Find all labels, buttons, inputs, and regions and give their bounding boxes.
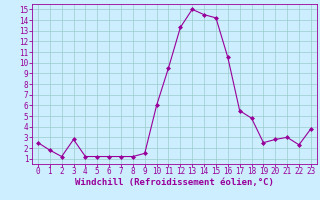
X-axis label: Windchill (Refroidissement éolien,°C): Windchill (Refroidissement éolien,°C) [75, 178, 274, 187]
